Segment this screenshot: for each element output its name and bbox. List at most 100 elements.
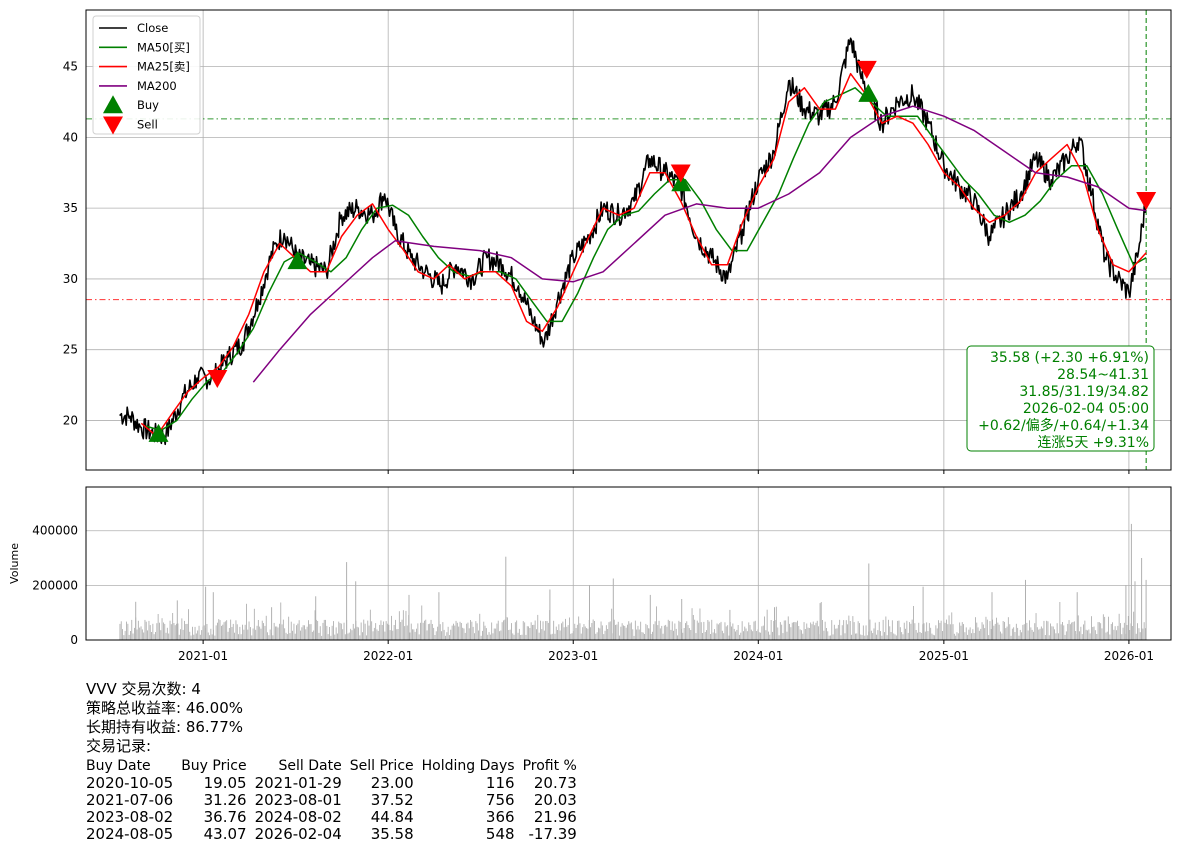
volume-bar	[340, 623, 342, 640]
volume-bar	[533, 624, 535, 640]
volume-bar	[215, 625, 217, 640]
volume-bar	[700, 622, 702, 640]
volume-bar	[546, 621, 548, 640]
volume-bar	[837, 624, 839, 640]
volume-bar	[826, 628, 827, 640]
volume-axes-frame	[85, 486, 1172, 641]
volume-bar	[231, 627, 233, 640]
volume-bar	[181, 618, 183, 640]
volume-bar	[530, 622, 532, 640]
volume-bar	[1091, 616, 1092, 640]
volume-bar	[1129, 630, 1131, 640]
volume-bar	[120, 621, 122, 640]
volume-bar	[517, 632, 519, 640]
volume-bar	[905, 628, 906, 640]
volume-bar	[692, 615, 694, 640]
volume-bar	[981, 622, 983, 640]
volume-bar	[392, 630, 394, 640]
volume-bar	[524, 622, 526, 640]
volume-bar	[775, 606, 777, 640]
volume-bar	[504, 619, 506, 640]
volume-bars	[119, 523, 1147, 641]
volume-bar	[180, 629, 181, 640]
volume-bar	[484, 625, 486, 640]
volume-bar	[256, 625, 258, 640]
volume-bar	[856, 633, 858, 640]
volume-bar	[257, 620, 259, 640]
volume-bar	[198, 625, 200, 640]
volume-bar	[211, 634, 213, 640]
volume-bar	[869, 619, 871, 640]
volume-bar	[347, 633, 349, 640]
volume-bar	[246, 603, 247, 640]
volume-bar	[743, 631, 744, 640]
volume-bar	[872, 633, 874, 640]
cell-sell-price: 35.58	[370, 825, 414, 843]
volume-bar	[571, 633, 573, 640]
volume-bar	[712, 632, 714, 640]
volume-bar	[456, 622, 458, 640]
volume-bar	[329, 627, 330, 640]
volume-bar	[555, 626, 557, 640]
volume-bar	[902, 634, 904, 640]
volume-bar	[989, 621, 991, 640]
volume-bar	[128, 634, 130, 640]
volume-bar	[317, 621, 319, 640]
volume-bar	[760, 632, 761, 640]
volume-bar	[1135, 633, 1137, 640]
volume-bar	[919, 632, 921, 640]
volume-bar	[1004, 621, 1005, 640]
volume-bar	[870, 630, 872, 640]
volume-bar	[402, 610, 404, 640]
volume-bar	[360, 622, 362, 640]
volume-bar	[214, 635, 216, 640]
volume-bar	[1014, 632, 1016, 640]
volume-bar	[762, 625, 764, 640]
volume-bar	[779, 622, 781, 640]
series-line-ma25	[140, 72, 1147, 437]
volume-bar	[1116, 630, 1117, 640]
volume-bar	[625, 627, 627, 640]
price-y-tick-label: 30	[63, 272, 78, 286]
volume-bar	[540, 620, 541, 640]
volume-bar	[1065, 631, 1067, 640]
volume-bar	[482, 630, 483, 640]
volume-bar	[396, 629, 398, 640]
volume-bar	[952, 624, 954, 640]
volume-bar	[478, 630, 479, 640]
volume-bar	[939, 622, 941, 640]
volume-bar	[741, 621, 743, 640]
volume-bar	[1120, 623, 1121, 640]
volume-bar	[671, 621, 673, 640]
volume-bar	[561, 623, 562, 640]
volume-bar	[443, 629, 445, 640]
volume-bar	[389, 630, 391, 640]
volume-bar-spike	[176, 600, 178, 640]
volume-bar	[398, 611, 400, 640]
volume-bar	[864, 635, 866, 640]
volume-bar	[773, 621, 775, 640]
volume-bar	[1013, 627, 1015, 640]
volume-bar	[774, 620, 776, 640]
volume-bar	[518, 628, 520, 640]
volume-bar	[148, 620, 150, 640]
volume-bar	[376, 629, 378, 640]
legend-label: MA200	[137, 79, 177, 93]
volume-bar	[790, 627, 792, 640]
volume-bar	[949, 624, 951, 640]
volume-bar	[493, 628, 495, 640]
volume-bar	[356, 626, 358, 640]
strategy-stats: VVV 交易次数: 4 策略总收益率: 46.00% 长期持有收益: 86.77…	[86, 680, 786, 756]
volume-bar	[998, 624, 1000, 640]
volume-bar	[446, 632, 448, 640]
volume-bar	[232, 623, 234, 640]
volume-bar	[536, 629, 537, 640]
volume-bar	[1069, 624, 1071, 640]
volume-bar	[136, 629, 138, 640]
volume-bar	[557, 630, 558, 640]
volume-bar	[661, 625, 663, 640]
volume-bar	[1005, 628, 1007, 640]
volume-bar	[195, 633, 197, 640]
volume-bar	[286, 634, 288, 640]
volume-bar	[480, 635, 482, 640]
